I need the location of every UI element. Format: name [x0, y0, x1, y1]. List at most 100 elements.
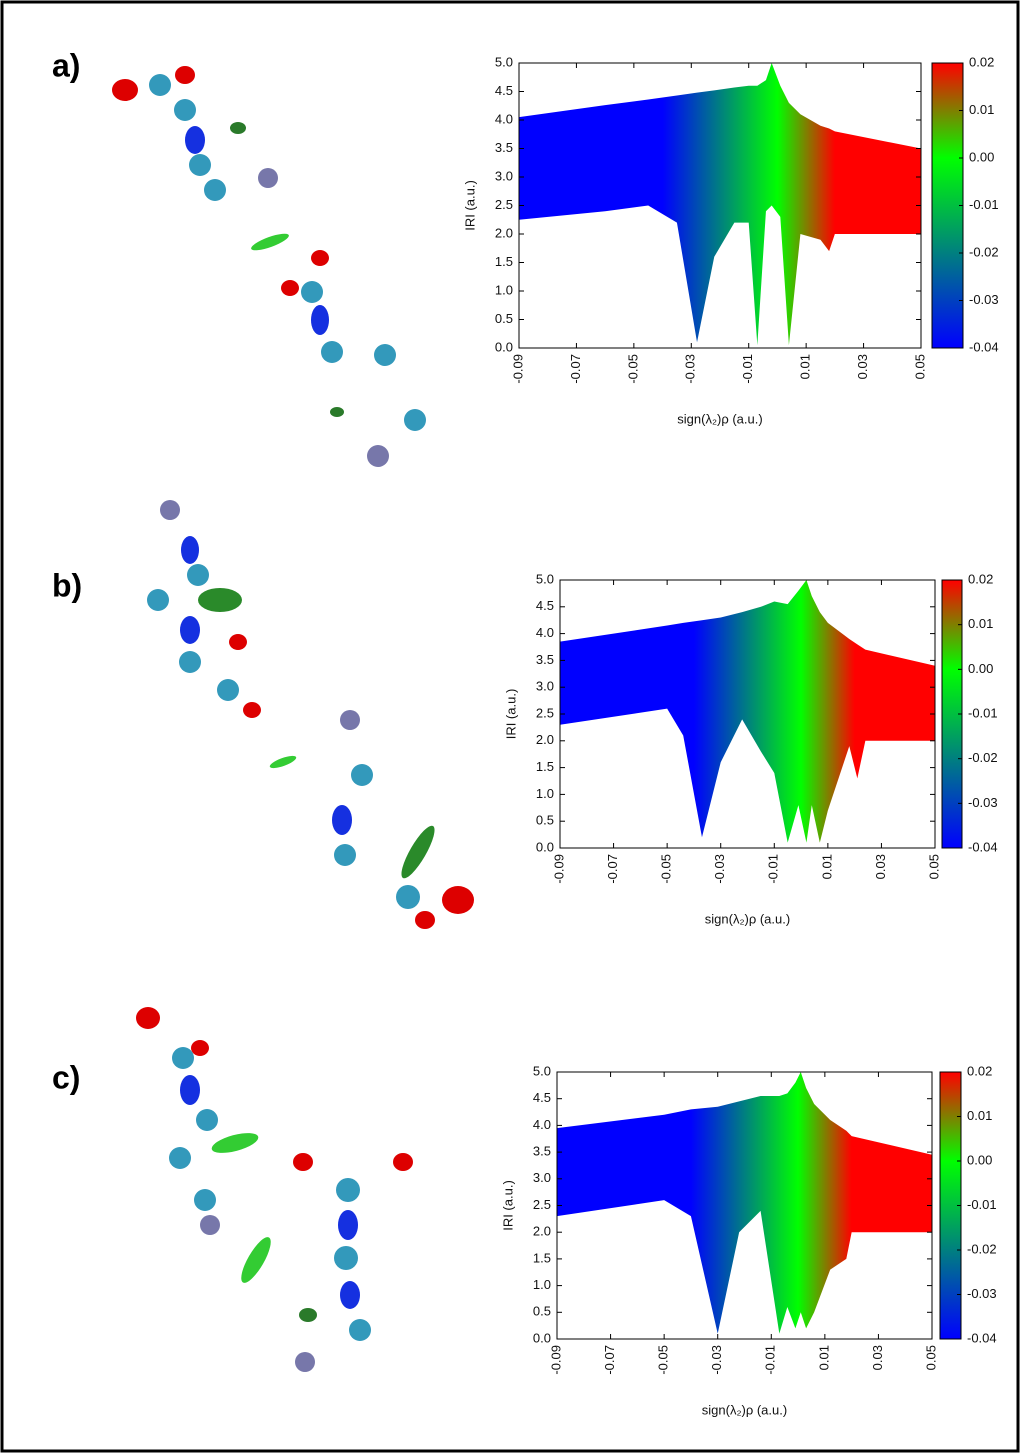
- y-tick-label: 5.0: [533, 1063, 551, 1078]
- bond-lobe: [180, 616, 200, 644]
- x-tick-label: -0.07: [602, 1345, 617, 1375]
- y-tick-label: 3.0: [495, 168, 513, 183]
- atom: [112, 79, 138, 101]
- atom: [160, 500, 180, 520]
- colorbar-tick-label: -0.03: [967, 1286, 997, 1301]
- y-tick-label: 3.5: [533, 1144, 551, 1159]
- y-tick-label: 0.0: [495, 339, 513, 354]
- colorbar-tick-label: 0.01: [969, 102, 994, 117]
- y-axis-label: IRI (a.u.): [503, 689, 518, 740]
- atom: [149, 74, 171, 96]
- atom: [442, 886, 474, 914]
- x-tick-label: -0.03: [712, 854, 727, 884]
- x-tick-label: -0.03: [683, 354, 698, 384]
- atom: [293, 1153, 313, 1171]
- x-tick-label: -0.01: [740, 354, 755, 384]
- colorbar-tick-label: 0.02: [968, 571, 993, 586]
- atom: [204, 179, 226, 201]
- x-tick-label: -0.09: [548, 1345, 563, 1375]
- x-tick-label: 0.03: [873, 854, 888, 879]
- colorbar-tick-label: 0.00: [967, 1152, 992, 1167]
- atom: [321, 341, 343, 363]
- atom: [301, 281, 323, 303]
- surface: [198, 588, 242, 612]
- panel-label: a): [52, 47, 80, 83]
- atom: [334, 844, 356, 866]
- atom: [351, 764, 373, 786]
- atom: [281, 280, 299, 296]
- y-tick-label: 2.5: [536, 705, 554, 720]
- atom: [179, 651, 201, 673]
- atom: [374, 344, 396, 366]
- y-tick-label: 5.0: [495, 54, 513, 69]
- x-tick-label: -0.01: [766, 854, 781, 884]
- y-tick-label: 3.0: [533, 1170, 551, 1185]
- x-axis-label: sign(λ₂)ρ (a.u.): [677, 411, 762, 426]
- atom: [147, 589, 169, 611]
- y-tick-label: 0.0: [533, 1330, 551, 1345]
- y-tick-label: 3.5: [495, 140, 513, 155]
- x-tick-label: 0.03: [855, 354, 870, 379]
- y-tick-label: 1.0: [533, 1277, 551, 1292]
- atom: [196, 1109, 218, 1131]
- surface: [330, 407, 344, 417]
- x-tick-label: 0.05: [912, 354, 927, 379]
- y-tick-label: 5.0: [536, 571, 554, 586]
- atom: [229, 634, 247, 650]
- atom: [340, 710, 360, 730]
- atom: [367, 445, 389, 467]
- atom: [136, 1007, 160, 1029]
- x-tick-label: -0.07: [605, 854, 620, 884]
- molecule-b: [147, 500, 474, 929]
- atom: [189, 154, 211, 176]
- x-tick-label: 0.03: [870, 1345, 885, 1370]
- y-tick-label: 4.5: [533, 1090, 551, 1105]
- x-tick-label: -0.07: [568, 354, 583, 384]
- atom: [295, 1352, 315, 1372]
- x-tick-label: -0.05: [625, 354, 640, 384]
- y-tick-label: 3.0: [536, 679, 554, 694]
- x-axis-label: sign(λ₂)ρ (a.u.): [705, 911, 790, 926]
- atom: [404, 409, 426, 431]
- y-axis-label: IRI (a.u.): [462, 180, 477, 231]
- y-tick-label: 4.0: [533, 1117, 551, 1132]
- colorbar-tick-label: -0.01: [969, 197, 999, 212]
- colorbar-tick-label: -0.04: [968, 839, 998, 854]
- y-tick-label: 1.0: [536, 786, 554, 801]
- bond-lobe: [180, 1075, 200, 1105]
- colorbar-tick-label: -0.03: [969, 292, 999, 307]
- y-tick-label: 2.0: [495, 225, 513, 240]
- x-tick-label: -0.01: [763, 1345, 778, 1375]
- y-tick-label: 2.5: [533, 1197, 551, 1212]
- atom: [311, 250, 329, 266]
- colorbar-tick-label: 0.02: [967, 1063, 992, 1078]
- atom: [200, 1215, 220, 1235]
- atom: [396, 885, 420, 909]
- x-tick-label: 0.01: [798, 354, 813, 379]
- y-tick-label: 4.0: [536, 625, 554, 640]
- colorbar-tick-label: -0.04: [967, 1330, 997, 1345]
- panel-label: c): [52, 1059, 80, 1095]
- x-tick-label: 0.05: [926, 854, 941, 879]
- surface: [299, 1308, 317, 1322]
- y-tick-label: 4.0: [495, 111, 513, 126]
- x-axis-label: sign(λ₂)ρ (a.u.): [702, 1402, 787, 1417]
- y-tick-label: 2.0: [536, 732, 554, 747]
- molecule-c: [136, 1007, 413, 1372]
- surface: [269, 755, 297, 769]
- point-cloud-lower: [557, 1200, 932, 1339]
- atom: [243, 702, 261, 718]
- atom: [174, 99, 196, 121]
- y-tick-label: 1.0: [495, 282, 513, 297]
- y-tick-label: 1.5: [536, 759, 554, 774]
- colorbar-tick-label: -0.02: [967, 1241, 997, 1256]
- y-tick-label: 0.0: [536, 839, 554, 854]
- y-tick-label: 0.5: [533, 1304, 551, 1319]
- atom: [393, 1153, 413, 1171]
- x-tick-label: -0.09: [551, 854, 566, 884]
- colorbar-tick-label: -0.03: [968, 795, 998, 810]
- atom: [415, 911, 435, 929]
- x-tick-label: -0.05: [656, 1345, 671, 1375]
- x-tick-label: 0.01: [819, 854, 834, 879]
